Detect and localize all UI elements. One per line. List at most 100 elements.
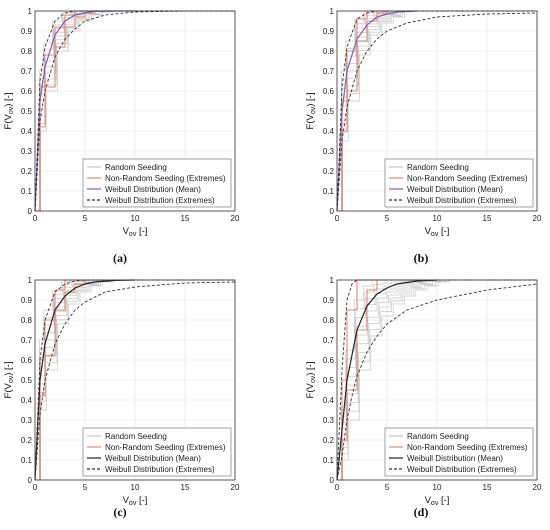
y-tick-label: 0.8 [323,47,335,56]
x-axis-label: Vov [-] [123,495,148,507]
random-seeding-curve [35,280,115,481]
y-tick-label: 0.4 [21,396,33,405]
legend-label: Non-Random Seeding (Extremes) [105,174,226,183]
legend: Random Seeding Non-Random Seeding (Extrem… [384,427,534,477]
series-3 [34,279,136,481]
y-tick-label: 0.9 [323,27,335,36]
y-tick-label: 0 [330,207,335,216]
y-tick-label: 0.9 [21,27,33,36]
chart-panel-2: 0 5 10 15 20 0 0.1 0.2 0.3 0.4 0.5 0.6 0.7 0.8 0.9 1 Vov… [305,7,542,265]
x-tick-label: 20 [533,214,542,223]
random-seeding-curve [35,280,112,481]
legend-box [82,427,232,477]
x-axis-label: Vov [-] [425,226,450,238]
x-tick-label: 5 [83,483,88,492]
y-tick-label: 0.1 [323,187,335,196]
x-tick-label: 0 [33,214,38,223]
y-tick-label: 0 [28,207,33,216]
x-tick-label: 10 [131,483,140,492]
panel-label: (a) [113,251,127,265]
series-3 [336,279,438,481]
y-tick-label: 0.5 [323,107,335,116]
y-tick-label: 0.2 [21,436,33,445]
random-seeding-curve [35,11,112,212]
plot-frame [34,279,236,481]
random-seeding-curve [35,11,115,212]
y-tick-label: 0.8 [21,47,33,56]
x-tick-label: 10 [433,483,442,492]
legend-label: Random Seeding [105,432,167,441]
y-tick-label: 0.3 [21,416,33,425]
legend-label: Non-Random Seeding (Extremes) [407,443,528,452]
y-tick-label: 0.8 [21,316,33,325]
y-tick-label: 0 [330,476,335,485]
x-tick-label: 15 [181,214,190,223]
legend-label: Weibull Distribution (Extremes) [105,196,215,205]
y-tick-label: 0.6 [323,356,335,365]
y-tick-label: 0.6 [323,87,335,96]
chart-panel-1: 0 5 10 15 20 0 0.1 0.2 0.3 0.4 0.5 0.6 0.7 0.8 0.9 1 Vov… [3,7,240,265]
y-tick-label: 0.7 [323,67,335,76]
y-tick-label: 0.1 [21,456,33,465]
series-3 [336,10,418,212]
x-tick-label: 5 [83,214,88,223]
legend-label: Weibull Distribution (Mean) [407,185,503,194]
x-tick-label: 5 [385,483,390,492]
x-tick-label: 5 [385,214,390,223]
weibull-extreme-lower-curve [336,12,538,212]
random-seeding-curve [337,11,405,212]
legend-label: Weibull Distribution (Extremes) [407,465,517,474]
x-tick-label: 20 [231,214,240,223]
y-tick-label: 0.8 [323,316,335,325]
legend-label: Weibull Distribution (Extremes) [407,196,517,205]
random-seeding-curve [35,280,110,481]
y-tick-label: 0.9 [21,296,33,305]
y-tick-label: 0.7 [21,336,33,345]
y-tick-label: 0.3 [323,147,335,156]
x-axis-label: Vov [-] [123,226,148,238]
chart-panel-3: 0 5 10 15 20 0 0.1 0.2 0.3 0.4 0.5 0.6 0.7 0.8 0.9 1 Vov… [3,276,240,519]
random-seeding-curve [35,279,99,481]
x-tick-label: 20 [533,483,542,492]
y-tick-label: 0.9 [323,296,335,305]
x-tick-label: 0 [335,214,340,223]
y-tick-label: 0.7 [21,67,33,76]
random-seeding-curve [35,11,104,212]
panel-label: (b) [414,251,429,265]
y-tick-label: 0.5 [21,107,33,116]
legend-label: Random Seeding [105,163,167,172]
legend-box [384,427,534,477]
x-tick-label: 0 [335,483,340,492]
legend-label: Weibull Distribution (Mean) [407,454,503,463]
y-tick-label: 1 [330,276,335,285]
x-tick-label: 10 [131,214,140,223]
y-tick-label: 0.6 [21,87,33,96]
weibull-mean-curve [34,279,136,481]
legend: Random Seeding Non-Random Seeding (Extrem… [82,158,232,208]
x-tick-label: 0 [33,483,38,492]
panel-label: (c) [113,505,126,519]
y-tick-label: 0.2 [323,167,335,176]
legend-label: Random Seeding [407,432,469,441]
y-axis-label: F(Vov) [-] [305,93,317,130]
legend-label: Weibull Distribution (Extremes) [105,465,215,474]
x-axis-label: Vov [-] [425,495,450,507]
x-tick-label: 15 [483,483,492,492]
y-tick-label: 0.1 [21,187,33,196]
weibull-extreme-lower-curve [336,283,538,481]
y-tick-label: 0.2 [323,436,335,445]
y-tick-label: 0.5 [323,376,335,385]
legend-label: Random Seeding [407,163,469,172]
non-random-lower-curve [35,11,96,212]
plot-frame [34,10,236,212]
random-seeding-curve [337,11,403,212]
y-tick-label: 0.7 [323,336,335,345]
x-tick-label: 10 [433,214,442,223]
y-axis-label: F(Vov) [-] [305,362,317,399]
random-seeding-curve [337,11,400,212]
legend-box [82,158,232,208]
plot-frame [336,10,538,212]
panel-label: (d) [414,505,429,519]
y-axis-label: F(Vov) [-] [3,362,15,399]
plot-frame [336,279,538,481]
